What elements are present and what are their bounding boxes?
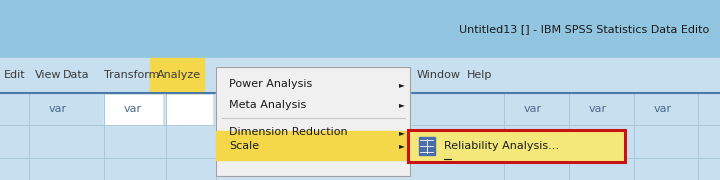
Text: Help: Help xyxy=(467,70,492,80)
Bar xyxy=(166,94,212,125)
Text: ►: ► xyxy=(399,128,405,137)
Text: Edit: Edit xyxy=(4,70,25,80)
Bar xyxy=(104,94,162,125)
Bar xyxy=(216,131,410,160)
Text: View: View xyxy=(35,70,61,80)
Text: Transform: Transform xyxy=(104,70,160,80)
Text: var: var xyxy=(653,104,672,114)
Text: Reliability Analysis...: Reliability Analysis... xyxy=(444,141,559,151)
Text: ►: ► xyxy=(399,141,405,150)
Text: ►: ► xyxy=(399,100,405,109)
Bar xyxy=(0,58,720,93)
Text: Dimension Reduction: Dimension Reduction xyxy=(229,127,348,138)
Text: Analyze: Analyze xyxy=(157,70,201,80)
Text: Data: Data xyxy=(63,70,90,80)
Bar xyxy=(419,137,435,155)
Bar xyxy=(216,67,410,176)
Text: Scale: Scale xyxy=(229,141,259,151)
Text: Meta Analysis: Meta Analysis xyxy=(229,100,306,110)
Text: var: var xyxy=(588,104,607,114)
Bar xyxy=(150,58,204,93)
Text: Untitled13 [] - IBM SPSS Statistics Data Edito: Untitled13 [] - IBM SPSS Statistics Data… xyxy=(459,24,709,34)
Text: ►: ► xyxy=(399,80,405,89)
Bar xyxy=(0,0,720,58)
Text: Utilities: Utilities xyxy=(281,70,323,80)
Text: Graphs: Graphs xyxy=(230,70,271,80)
Text: var: var xyxy=(124,104,143,114)
Text: Extensions: Extensions xyxy=(335,70,395,80)
Text: Window: Window xyxy=(416,70,460,80)
Bar xyxy=(216,67,410,176)
Bar xyxy=(408,130,625,162)
Text: var: var xyxy=(48,104,67,114)
Text: var: var xyxy=(523,104,542,114)
Bar xyxy=(0,93,720,180)
Bar xyxy=(410,131,623,160)
Text: Power Analysis: Power Analysis xyxy=(229,79,312,89)
